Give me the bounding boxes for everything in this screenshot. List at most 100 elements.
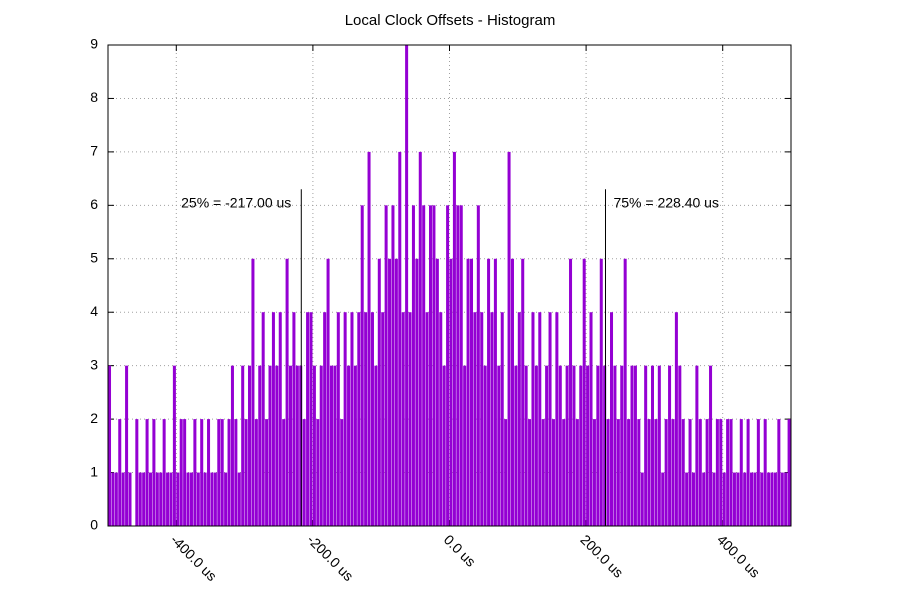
bar (449, 258, 453, 526)
bar (756, 419, 760, 526)
bar (114, 472, 118, 526)
bar (589, 312, 593, 526)
bar (569, 258, 573, 526)
bar (770, 472, 774, 526)
bar (446, 205, 450, 527)
bar (388, 258, 392, 526)
bar (654, 419, 658, 526)
bar (558, 365, 562, 526)
bar (282, 419, 286, 526)
bar (521, 258, 525, 526)
bar (603, 365, 607, 526)
bar (452, 151, 456, 526)
bar (637, 419, 641, 526)
bar (254, 419, 258, 526)
bar (316, 419, 320, 526)
bar (288, 365, 293, 526)
bar (586, 365, 590, 526)
bar (125, 365, 129, 526)
bar (152, 419, 156, 526)
bar (162, 419, 166, 526)
bar (760, 472, 764, 526)
bar (411, 205, 415, 527)
bar (504, 419, 508, 526)
bar (572, 365, 576, 526)
bar (784, 472, 788, 526)
bar (497, 365, 501, 526)
bar (166, 472, 170, 526)
bar (480, 312, 484, 526)
bar (429, 205, 433, 527)
bar (128, 472, 132, 526)
bar (340, 419, 344, 526)
bar (213, 472, 217, 526)
bar (616, 419, 620, 526)
bar (230, 365, 234, 526)
y-tick-label: 9 (90, 36, 98, 52)
bar (709, 365, 713, 526)
bar (370, 312, 374, 526)
bar (179, 419, 183, 526)
y-tick-label: 8 (90, 89, 98, 105)
bar (432, 205, 436, 527)
bar (644, 365, 648, 526)
bar (551, 419, 555, 526)
bar (685, 472, 689, 526)
bar (664, 419, 668, 526)
bar (193, 419, 197, 526)
bar (719, 419, 723, 526)
bar (353, 365, 357, 526)
bar (394, 258, 398, 526)
bar (312, 365, 316, 526)
bar (555, 312, 559, 526)
bar (377, 258, 381, 526)
bar (620, 365, 624, 526)
bar (350, 312, 354, 526)
bar (487, 258, 491, 526)
bar (285, 258, 289, 526)
bar (606, 419, 610, 526)
bar (698, 419, 702, 526)
bar (248, 365, 252, 526)
bar (360, 205, 364, 527)
y-tick-label: 2 (90, 410, 98, 426)
bar (224, 472, 228, 526)
bar (244, 419, 248, 526)
bar (159, 472, 163, 526)
bar (343, 312, 347, 526)
bar (613, 365, 617, 526)
bar (671, 419, 675, 526)
bar (295, 365, 299, 526)
bar (183, 419, 187, 526)
bar (265, 419, 269, 526)
bar (575, 419, 579, 526)
bar (439, 312, 443, 526)
plot-border (107, 44, 792, 527)
bar (398, 151, 402, 526)
bar (702, 472, 706, 526)
bar (234, 419, 238, 526)
bar (135, 419, 139, 526)
annotation-label: 25% = -217.00 us (181, 194, 291, 210)
bar (227, 419, 231, 526)
bar (599, 258, 603, 526)
bar (466, 258, 470, 526)
bar (336, 312, 340, 526)
bar (391, 205, 395, 527)
bar (534, 365, 538, 526)
bar (459, 205, 463, 527)
bar (712, 472, 716, 526)
bar (111, 472, 115, 526)
bar (299, 365, 303, 526)
bar (145, 419, 149, 526)
bar (531, 312, 535, 526)
bar (722, 472, 726, 526)
y-tick-label: 6 (90, 196, 98, 212)
bar (401, 312, 405, 526)
bar (261, 312, 265, 526)
bar (610, 312, 614, 526)
bar (514, 365, 518, 526)
bar (500, 312, 504, 526)
